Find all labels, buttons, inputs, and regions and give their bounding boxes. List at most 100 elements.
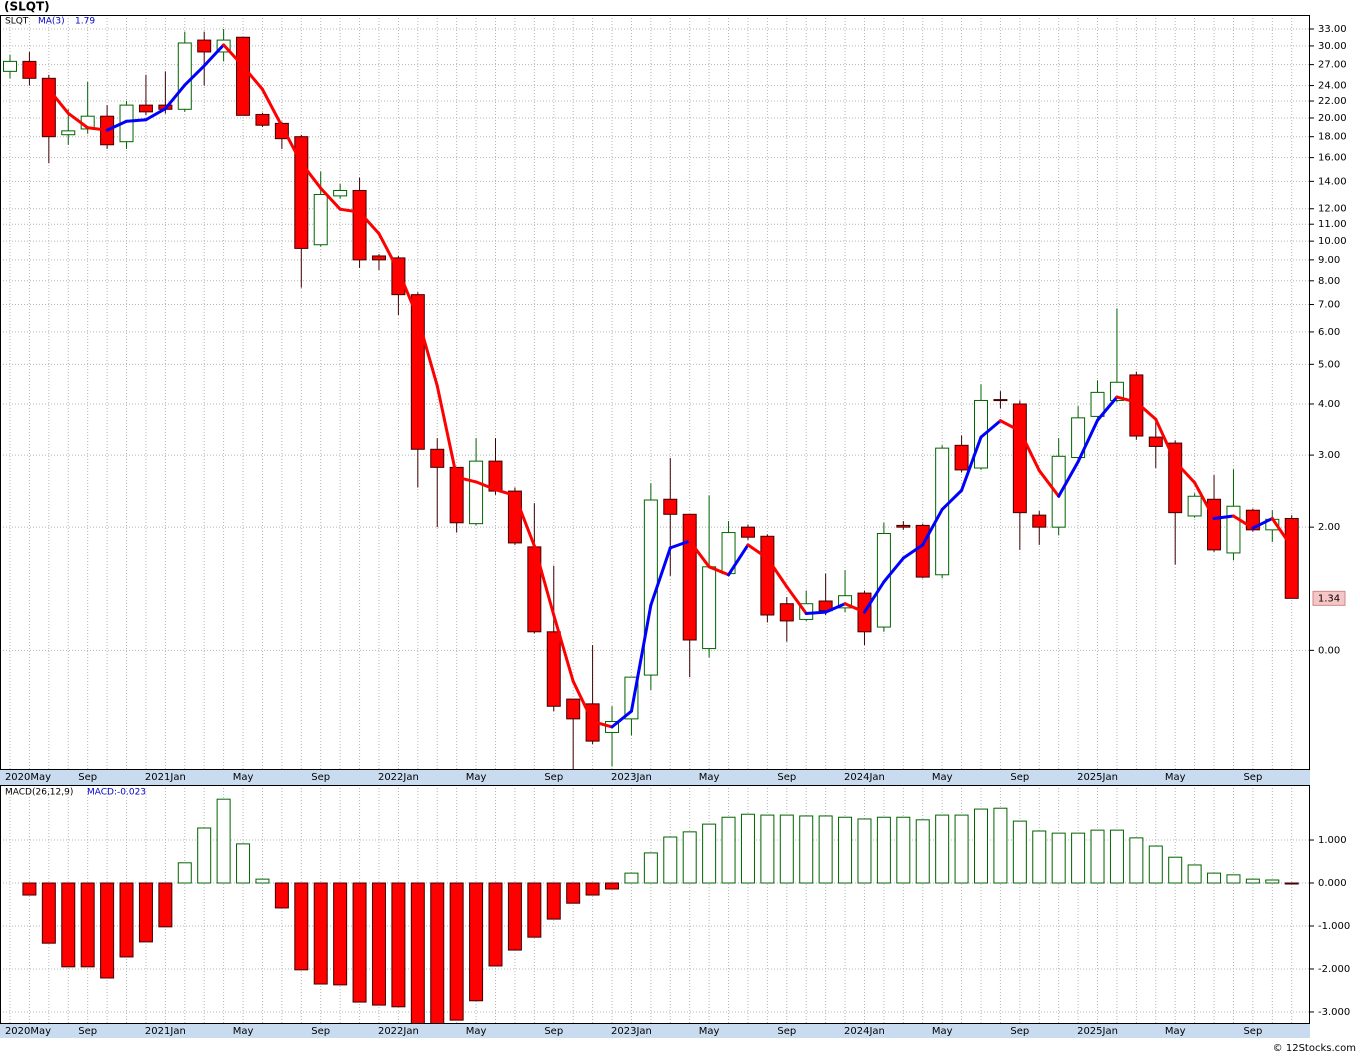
ma-segment [1270,516,1294,549]
candle-body [469,460,484,525]
macd-bar [61,882,76,968]
ma-segment [1134,400,1158,421]
macd-bar [352,882,367,1003]
x-tick-label: Sep [544,772,563,783]
ma-segment [416,316,439,388]
macd-bar [100,882,115,979]
ma-segment [882,556,905,584]
candle-body [1012,403,1027,514]
ma-segment [901,543,925,560]
candle-body [236,36,251,116]
x-tick-label: Sep [311,1026,330,1037]
macd-bar [1109,829,1124,884]
watermark: © 12Stocks.com [1273,1043,1356,1054]
macd-bar [41,882,56,944]
x-tick-label: 2025Jan [1077,772,1118,783]
ma-segment [1018,429,1041,473]
ma-segment [47,87,70,115]
ma-segment [785,585,808,616]
legend-ticker: SLQT [5,17,29,27]
x-axis-strip [0,1024,1310,1038]
x-tick-label: May [466,772,487,783]
candle-body [1090,391,1105,417]
macd-bar [527,882,542,938]
candle-body [974,399,988,469]
x-tick-label: 2020May [5,1026,51,1037]
y-tick-label: 5.00 [1318,359,1340,370]
candle-body [896,524,911,528]
candle-body [333,189,348,197]
y-tick-label: 8.00 [1318,276,1340,287]
candle-body [740,526,755,538]
ma-segment [668,539,692,550]
macd-bar [469,882,484,1002]
candle-body [3,60,17,72]
x-tick-label: 2023Jan [611,1026,652,1037]
macd-bar [294,882,309,971]
candle-body [294,136,309,249]
candle-body [702,566,717,650]
y-tick-label: 9.00 [1318,255,1340,266]
macd-bar [1245,878,1260,884]
x-tick-label: May [1165,1026,1186,1037]
macd-bar [197,827,212,884]
macd-bar [119,882,134,958]
ma-segment [1076,418,1100,464]
ma-segment [202,43,226,68]
ma-segment [260,87,284,128]
macd-bar [507,882,522,951]
ma-segment [960,435,983,492]
ma-segment [1096,395,1119,422]
ma-segment [707,565,731,577]
x-tick-label: Sep [311,772,330,783]
macd-bar [605,882,620,890]
candle-body [1226,505,1241,554]
y-tick-label: 1.000 [1318,835,1347,846]
candle-body [1284,517,1299,599]
y-tick-label: 33.00 [1318,24,1347,35]
ma-segment [144,107,167,122]
macd-bar [663,836,678,884]
ma-segment [804,610,828,616]
macd-bar [702,823,717,884]
ma-segment [591,720,614,729]
ma-segment [513,494,536,548]
macd-bar [682,831,697,884]
macd-bar [1148,845,1163,884]
x-tick-label: May [699,1026,720,1037]
candle-body [663,498,678,515]
macd-bar [799,815,814,884]
candle-body [1168,442,1183,514]
candle-body [1109,381,1124,401]
candle-body [352,189,367,261]
macd-bar [80,882,95,968]
ma-segment [1173,460,1197,485]
ma-segment [1251,516,1274,530]
x-tick-label: May [699,772,720,783]
macd-bar [760,814,775,884]
y-tick-label: 3.00 [1318,450,1340,461]
x-tick-label: 2021Jan [145,1026,186,1037]
ma-segment [222,43,245,68]
candle-body [954,444,969,471]
ma-segment [377,232,400,273]
last-price-label: 1.34 [1318,593,1340,604]
ma-segment [629,603,653,713]
y-tick-label: 14.00 [1318,176,1347,187]
macd-bar [1187,864,1202,884]
x-tick-label: 2024Jan [844,772,885,783]
y-tick-label: 7.00 [1318,300,1340,311]
ma-segment [765,556,789,589]
ma-segment [1115,395,1138,404]
x-tick-label: Sep [1010,1026,1029,1037]
axes: 33.00 30.00 27.00 24.00 22.00 20.00 18.00 16.00… [5,24,1350,1037]
ma-segment [862,580,886,614]
price-panel [0,15,1310,770]
ma-segment [125,118,148,123]
y-tick-label: 16.00 [1318,153,1347,164]
candle-body [566,698,581,720]
candle-body [430,448,445,468]
x-tick-label: May [466,1026,487,1037]
ma-segment [105,119,129,132]
ma-segment [163,83,187,111]
